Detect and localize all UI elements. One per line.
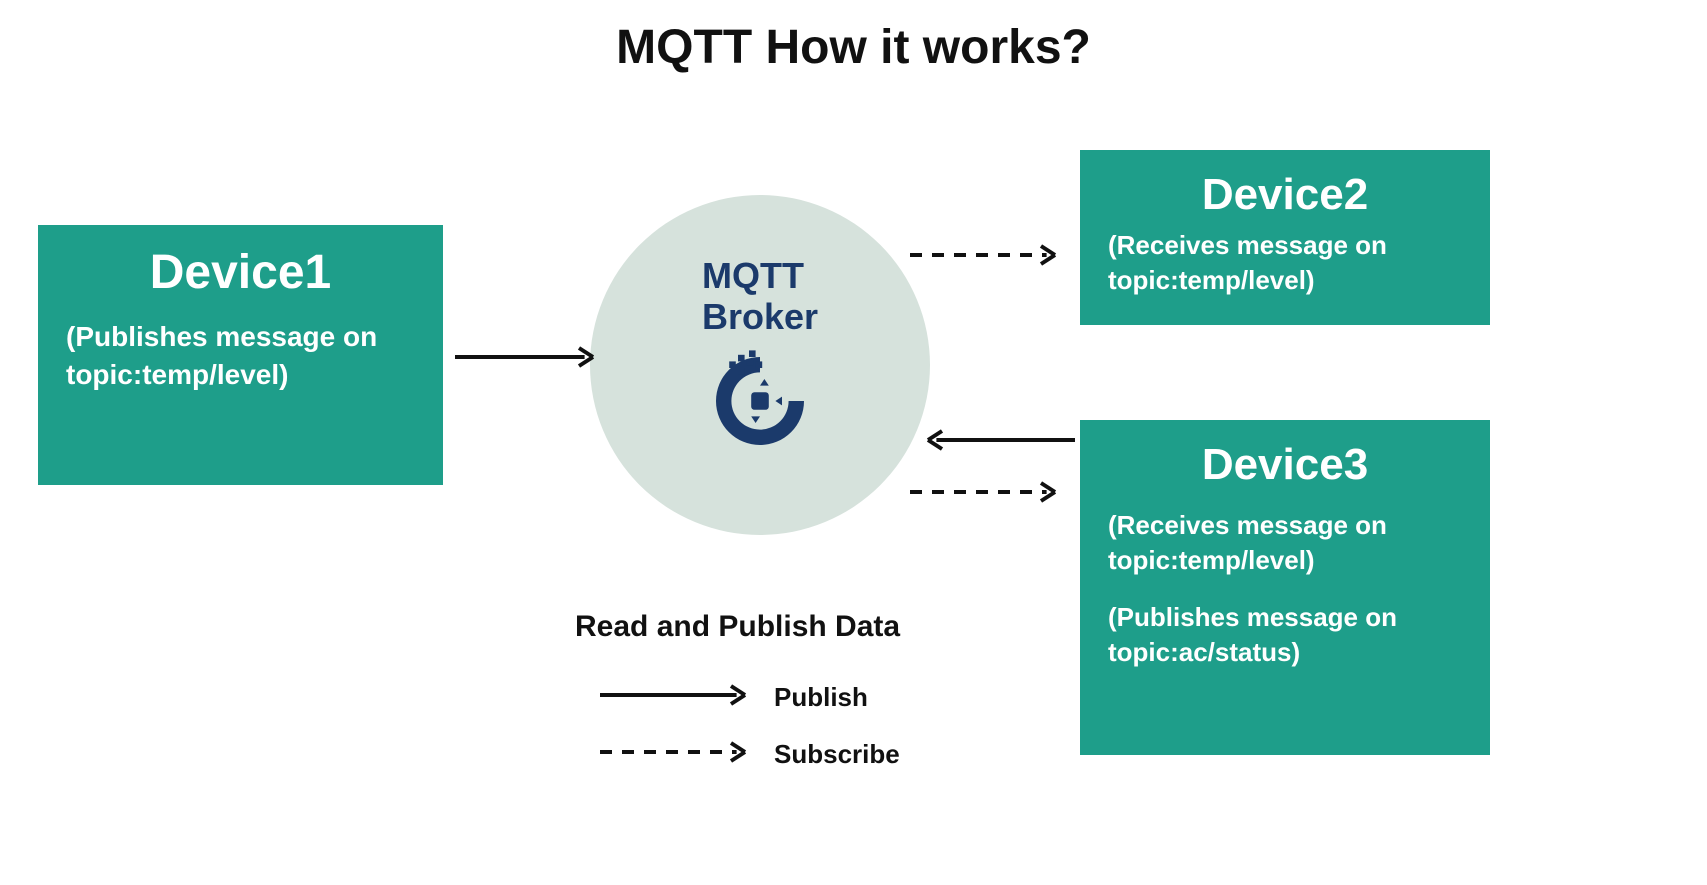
diagram-title: MQTT How it works? (0, 20, 1707, 75)
broker-label: MQTT Broker (702, 255, 818, 338)
broker-label-line2: Broker (702, 296, 818, 337)
device3-sub2: (Publishes message on topic:ac/status) (1108, 600, 1462, 670)
device1-sub: (Publishes message on topic:temp/level) (66, 318, 415, 394)
arrow-d3-to-broker (913, 425, 1090, 455)
device2-box: Device2 (Receives message on topic:temp/… (1080, 150, 1490, 325)
device1-title: Device1 (66, 245, 415, 300)
device3-title: Device3 (1108, 440, 1462, 490)
legend-title: Read and Publish Data (575, 610, 900, 644)
legend-publish-label: Publish (774, 682, 868, 713)
arrow-broker-to-d3 (895, 477, 1070, 507)
legend-subscribe-label: Subscribe (774, 739, 900, 770)
device2-title: Device2 (1108, 170, 1462, 220)
arrow-broker-to-d2 (895, 240, 1070, 270)
broker-icon (705, 346, 815, 456)
device2-sub: (Receives message on topic:temp/level) (1108, 228, 1462, 298)
legend-subscribe-arrow (585, 737, 760, 767)
device3-box: Device3 (Receives message on topic:temp/… (1080, 420, 1490, 755)
device3-sub1: (Receives message on topic:temp/level) (1108, 508, 1462, 578)
device1-box: Device1 (Publishes message on topic:temp… (38, 225, 443, 485)
mqtt-broker: MQTT Broker (590, 195, 930, 535)
arrow-d1-to-broker (440, 342, 608, 372)
broker-label-line1: MQTT (702, 255, 804, 296)
legend-publish-arrow (585, 680, 760, 710)
